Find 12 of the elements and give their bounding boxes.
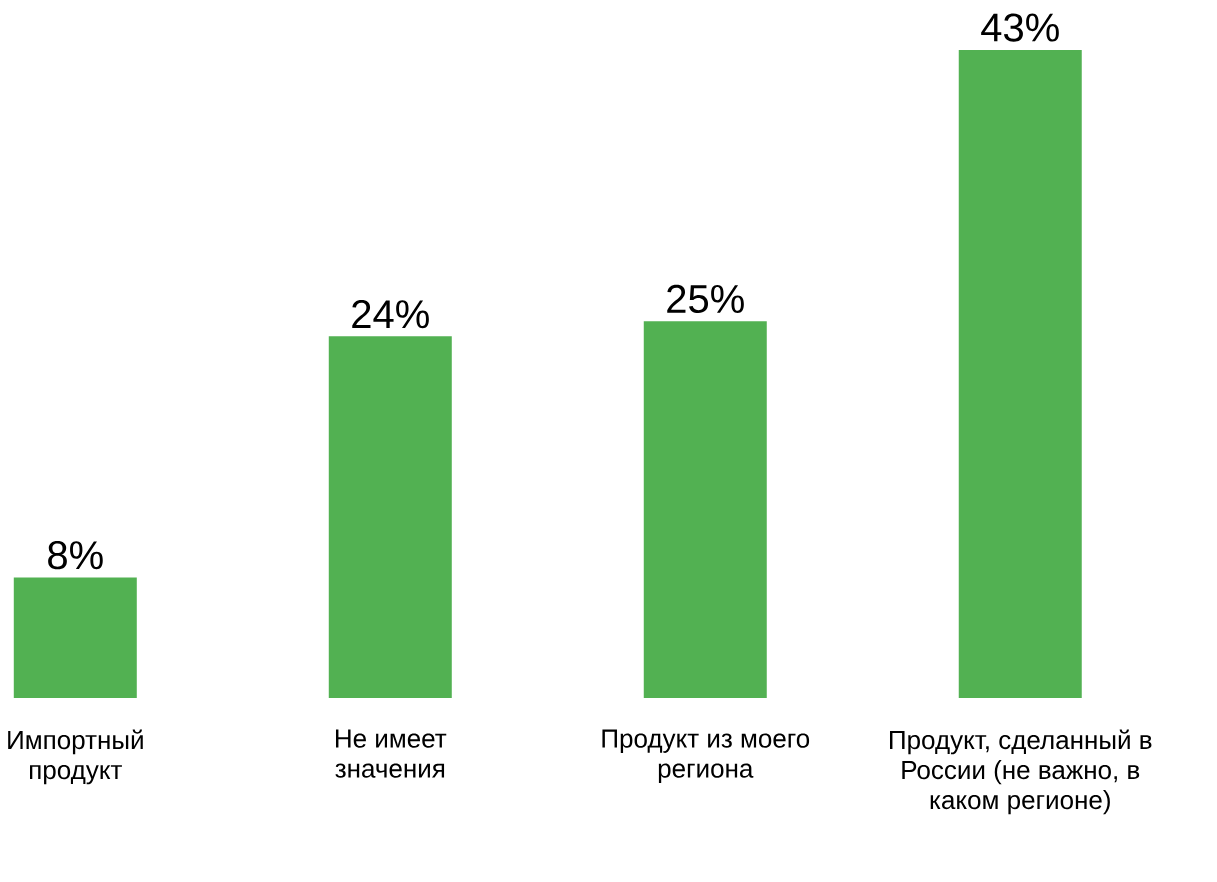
data-label: 43%	[981, 13, 1059, 42]
x-tick-label: Продукт из моего региона	[602, 729, 810, 783]
bar	[328, 336, 452, 699]
bar	[643, 321, 767, 699]
x-tick-label: Не имеет значения	[335, 729, 447, 778]
x-tick-label: Продукт, сделанный в России (не важно, в каком регионе)	[890, 729, 1152, 815]
data-label: 8%	[48, 540, 103, 570]
x-tick-label: Импортный продукт	[8, 729, 143, 785]
bar	[13, 577, 137, 699]
data-label: 25%	[667, 284, 744, 314]
bar	[958, 49, 1082, 699]
data-label: 24%	[352, 299, 429, 329]
